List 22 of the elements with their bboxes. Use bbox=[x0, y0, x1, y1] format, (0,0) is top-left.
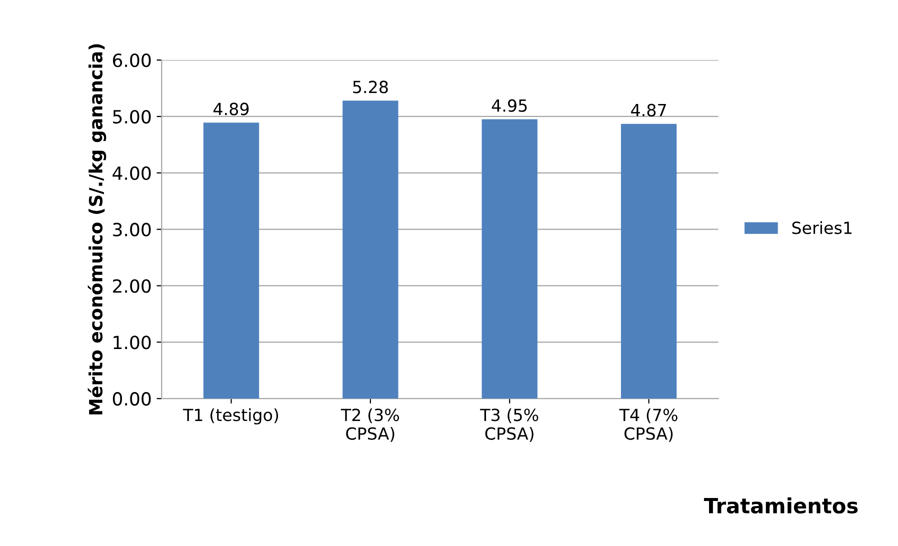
data-label: 4.95 bbox=[492, 99, 527, 112]
y-tick-label: 0.00 bbox=[112, 392, 151, 406]
data-label: 5.28 bbox=[353, 80, 388, 94]
x-tick-label: T4 (7% CPSA) bbox=[619, 408, 678, 442]
legend-label: Series1 bbox=[792, 221, 852, 234]
bar bbox=[482, 119, 538, 399]
y-tick-label: 1.00 bbox=[114, 336, 151, 350]
bar bbox=[620, 124, 677, 399]
x-tick-label: T1 (testigo) bbox=[182, 408, 278, 424]
data-label: 4.87 bbox=[631, 104, 666, 116]
y-axis-title: Mérito económuico (S/./kg ganancia) bbox=[88, 44, 106, 414]
bar bbox=[342, 100, 398, 399]
x-tick-label: T3 (5% CPSA) bbox=[480, 408, 538, 442]
x-axis-title: Tratamientos bbox=[704, 497, 858, 514]
x-tick-label: T2 (3% CPSA) bbox=[340, 408, 400, 442]
y-tick-label: 6.00 bbox=[112, 54, 151, 68]
y-tick-label: 2.00 bbox=[113, 279, 151, 293]
data-label: 4.89 bbox=[213, 102, 249, 116]
y-tick-label: 5.00 bbox=[113, 110, 151, 124]
y-tick-label: 3.00 bbox=[113, 222, 151, 236]
y-tick-label: 4.00 bbox=[112, 166, 151, 180]
bar bbox=[203, 122, 260, 399]
